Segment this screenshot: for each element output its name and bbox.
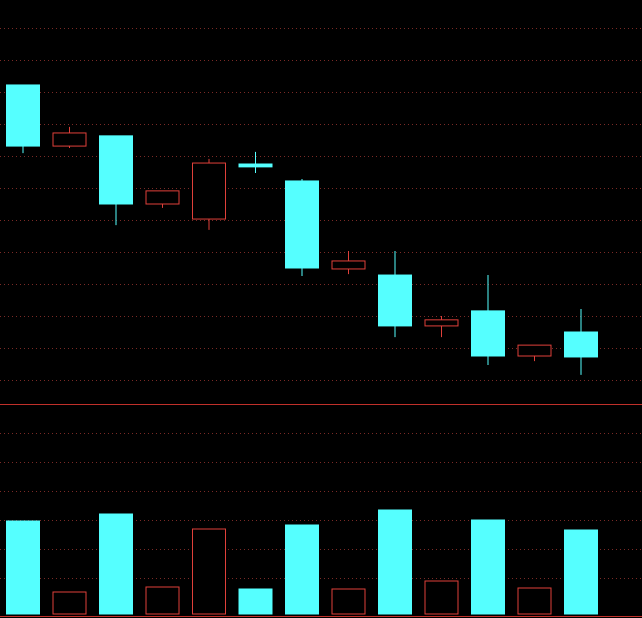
candle-body: [99, 135, 133, 205]
volume-bar: [471, 519, 505, 615]
candle-body: [192, 162, 226, 220]
volume-bar: [331, 588, 366, 615]
candle-body: [564, 331, 598, 358]
candle-body: [471, 310, 505, 357]
volume-bar: [424, 580, 459, 615]
volume-bar: [145, 586, 180, 615]
candle-body: [238, 163, 273, 168]
volume-bar: [285, 524, 319, 615]
volume-bar: [378, 509, 412, 615]
volume-bar: [6, 520, 40, 615]
volume-bar: [517, 587, 552, 615]
candle-body: [285, 180, 319, 269]
candle-body: [52, 132, 87, 147]
volume-bar: [52, 591, 87, 615]
candle-body: [424, 319, 459, 327]
volume-bar: [192, 528, 226, 615]
volume-bar: [564, 529, 598, 615]
candle-body: [517, 344, 552, 357]
candle-body: [145, 190, 180, 205]
candle-body: [378, 274, 412, 327]
candle-body: [331, 260, 366, 270]
volume-bar: [99, 513, 133, 615]
volume-bar: [238, 588, 273, 615]
candle-body: [6, 84, 40, 147]
